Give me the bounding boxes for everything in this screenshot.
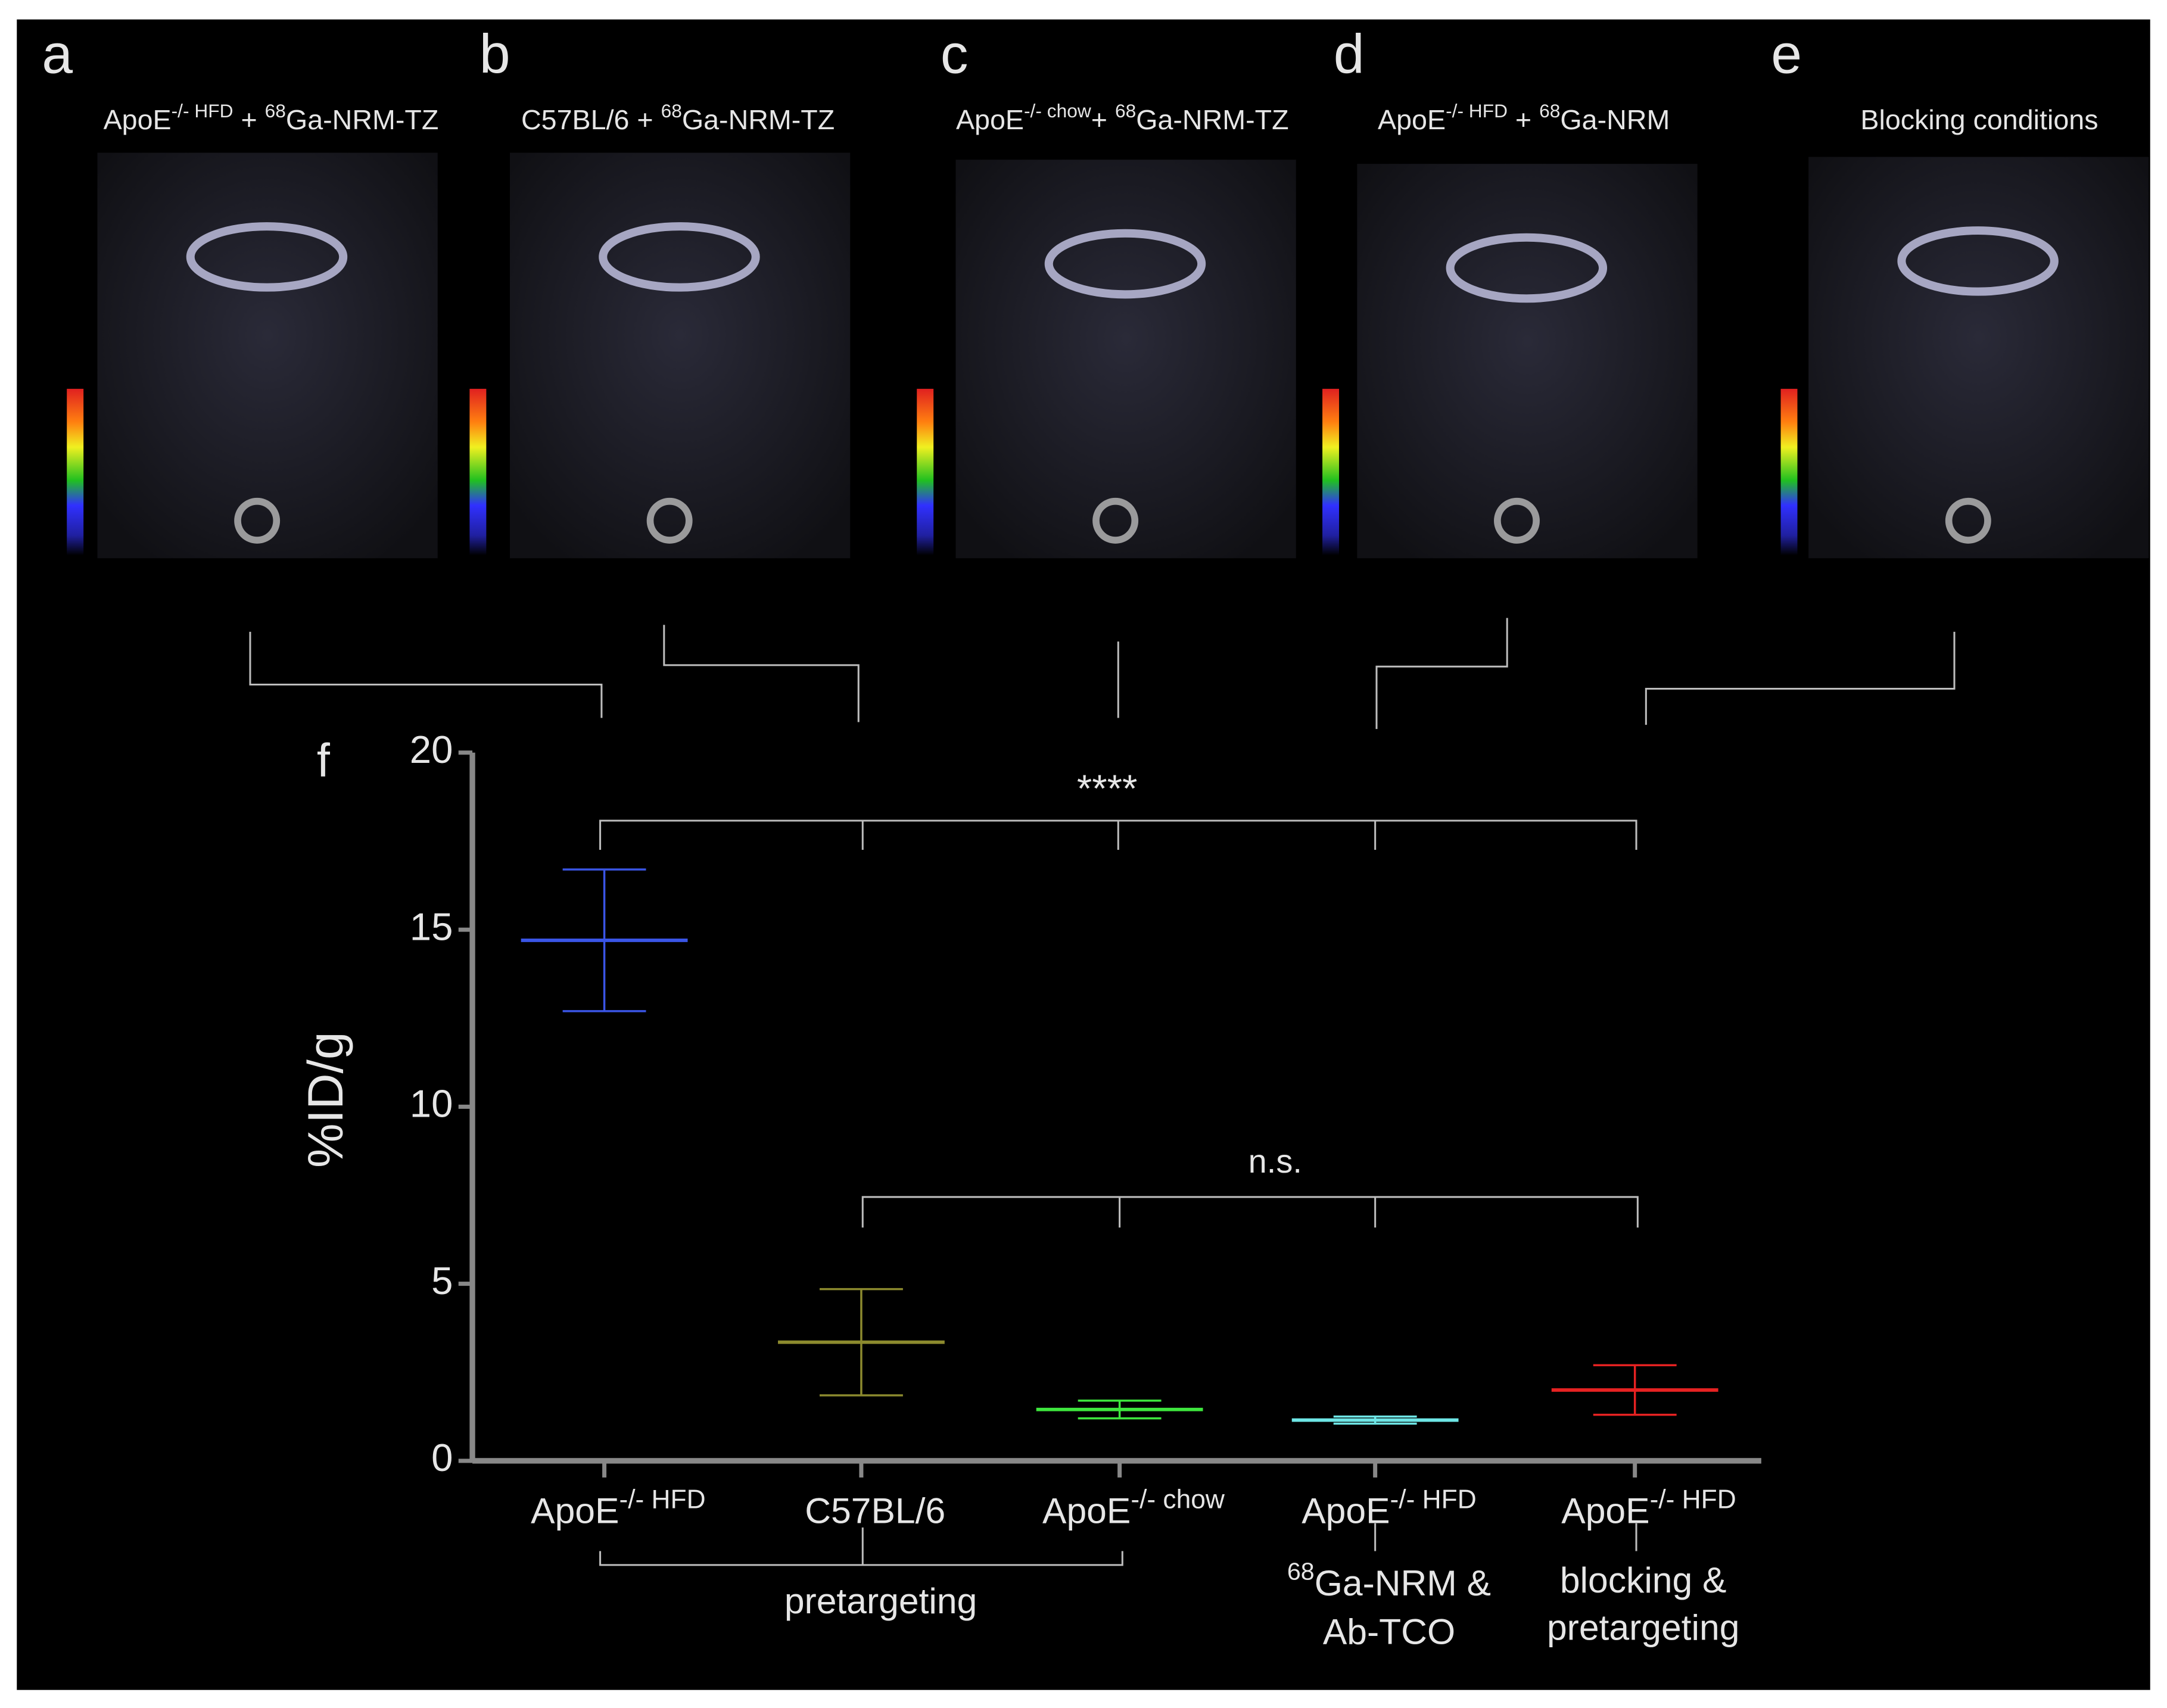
text-part: ApoE bbox=[531, 1491, 619, 1531]
x-tick-label: ApoE-/- chow bbox=[1042, 1485, 1225, 1531]
text-part: Ga-NRM & bbox=[1315, 1563, 1491, 1603]
y-tick-label: 15 bbox=[410, 905, 453, 948]
scan-image bbox=[97, 152, 438, 559]
text-part: -/- HFD bbox=[619, 1485, 705, 1514]
y-axis-label: %ID/g bbox=[297, 1031, 353, 1168]
bone bbox=[1092, 497, 1139, 544]
color-bar bbox=[1780, 388, 1798, 556]
scan-image bbox=[1808, 157, 2149, 559]
y-tick-label: 0 bbox=[431, 1436, 453, 1479]
text-part: ApoE bbox=[956, 105, 1024, 136]
text-part: Ga-NRM bbox=[1560, 105, 1670, 136]
group-label: pretargeting bbox=[1547, 1607, 1739, 1647]
panel-title: ApoE-/- HFD + 68Ga-NRM-TZ bbox=[104, 100, 439, 135]
panel-letter: a bbox=[42, 23, 73, 85]
group-label: Ab-TCO bbox=[1323, 1611, 1455, 1651]
text-part: Blocking conditions bbox=[1860, 105, 2098, 136]
panel-title: C57BL/6 + 68Ga-NRM-TZ bbox=[521, 100, 835, 135]
panel-title: Blocking conditions bbox=[1860, 105, 2098, 136]
panel-letter: c bbox=[941, 23, 969, 85]
bone bbox=[1945, 497, 1991, 544]
text-part: 68 bbox=[1539, 100, 1560, 121]
group-label: 68Ga-NRM & bbox=[1287, 1557, 1491, 1603]
panel-letter: d bbox=[1334, 23, 1365, 85]
text-part: + bbox=[1508, 105, 1539, 136]
scan-image bbox=[955, 160, 1296, 559]
group-label: pretargeting bbox=[784, 1581, 977, 1621]
text-part: 68 bbox=[265, 100, 286, 121]
color-bar bbox=[469, 388, 487, 556]
text-part: C57BL/6 bbox=[805, 1491, 945, 1531]
text-part: Ga-NRM-TZ bbox=[1136, 105, 1288, 136]
panel-letter: e bbox=[1771, 23, 1802, 85]
significance-label: **** bbox=[1077, 766, 1138, 810]
text-part: ApoE bbox=[1042, 1491, 1131, 1531]
bone bbox=[599, 222, 760, 292]
text-part: 68 bbox=[661, 100, 682, 121]
text-part: -/- chow bbox=[1131, 1485, 1225, 1514]
x-tick-label: ApoE-/- HFD bbox=[1561, 1485, 1736, 1531]
text-part: -/- HFD bbox=[1446, 100, 1508, 121]
y-tick-label: 10 bbox=[410, 1082, 453, 1126]
text-part: ApoE bbox=[1302, 1491, 1390, 1531]
color-bar bbox=[67, 388, 84, 556]
bracket bbox=[861, 1196, 1639, 1228]
panel-title: ApoE-/- HFD + 68Ga-NRM bbox=[1378, 100, 1670, 135]
group-label: blocking & bbox=[1560, 1560, 1727, 1600]
text-part: -/- HFD bbox=[172, 100, 233, 121]
text-part: -/- chow bbox=[1024, 100, 1091, 121]
scan-image bbox=[510, 152, 851, 559]
bone bbox=[646, 497, 693, 544]
x-tick-label: ApoE-/- HFD bbox=[531, 1485, 705, 1531]
text-part: + bbox=[233, 105, 265, 136]
scan-image bbox=[1357, 164, 1698, 559]
text-part: ApoE bbox=[1561, 1491, 1649, 1531]
text-part: Ga-NRM-TZ bbox=[286, 105, 438, 136]
bone bbox=[1494, 497, 1540, 544]
text-part: 68 bbox=[1287, 1557, 1315, 1585]
text-part: 68 bbox=[1115, 100, 1136, 121]
connectors bbox=[249, 618, 1956, 730]
text-part: + bbox=[1091, 105, 1115, 136]
text-part: ApoE bbox=[1378, 105, 1446, 136]
bone bbox=[234, 497, 281, 544]
bone bbox=[186, 222, 348, 292]
bone bbox=[1897, 226, 2059, 296]
panel-title: ApoE-/- chow+ 68Ga-NRM-TZ bbox=[956, 100, 1289, 135]
text-part: -/- HFD bbox=[1650, 1485, 1736, 1514]
color-bar bbox=[1322, 388, 1340, 556]
color-bar bbox=[917, 388, 934, 556]
y-tick-label: 20 bbox=[410, 728, 453, 771]
y-tick-label: 5 bbox=[431, 1259, 453, 1302]
text-part: C57BL/6 + bbox=[521, 105, 661, 136]
panel-letter: f bbox=[317, 733, 331, 786]
panel-letter: b bbox=[480, 23, 510, 85]
bone bbox=[1446, 233, 1608, 303]
text-part: -/- HFD bbox=[1390, 1485, 1477, 1514]
text-part: Ga-NRM-TZ bbox=[682, 105, 835, 136]
bracket bbox=[599, 1551, 1123, 1566]
x-tick-label: C57BL/6 bbox=[805, 1491, 945, 1531]
significance-label: n.s. bbox=[1248, 1142, 1302, 1180]
bone bbox=[1044, 229, 1206, 299]
text-part: ApoE bbox=[104, 105, 172, 136]
